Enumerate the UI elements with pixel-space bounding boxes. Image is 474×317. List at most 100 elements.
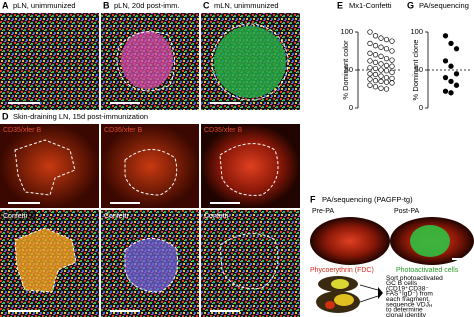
data-point bbox=[372, 84, 379, 90]
label-bg bbox=[0, 211, 36, 221]
y-tick-label: 0 bbox=[419, 103, 423, 112]
gc-outline bbox=[219, 143, 279, 196]
data-point bbox=[383, 55, 390, 62]
stain-label: CD35/xfer B bbox=[3, 127, 41, 134]
note-line: Sort photoactivated bbox=[386, 275, 443, 282]
y-tick-label: 100 bbox=[410, 27, 423, 36]
image-label: Pre-PA bbox=[312, 208, 334, 215]
gc-outline bbox=[116, 31, 175, 92]
subscript: H bbox=[429, 303, 433, 309]
panel-letter: G bbox=[407, 0, 414, 10]
data-point bbox=[448, 78, 454, 85]
panel-letter: F bbox=[310, 194, 316, 204]
data-point bbox=[383, 62, 390, 69]
data-point bbox=[378, 73, 384, 79]
data-point bbox=[442, 58, 449, 64]
legend-red: Phycoerythrin (FDC) bbox=[310, 267, 374, 274]
micrograph bbox=[0, 13, 99, 110]
note-line: (CD19⁺CD38⁻ bbox=[386, 285, 429, 292]
data-point bbox=[372, 59, 379, 66]
data-point bbox=[383, 79, 390, 85]
chart-title: Mx1-Confetti bbox=[349, 1, 392, 10]
gc-outline bbox=[219, 233, 279, 290]
photoactivated-region bbox=[410, 225, 450, 257]
stain-label: CD35/xfer B bbox=[104, 127, 142, 134]
data-point bbox=[442, 33, 449, 39]
y-axis-label: % Dominant clone bbox=[411, 40, 420, 101]
gc-outline bbox=[14, 139, 76, 196]
arrow bbox=[359, 295, 379, 303]
panel-letter: C bbox=[203, 0, 210, 10]
data-point bbox=[378, 78, 384, 85]
gc-outline bbox=[124, 238, 179, 293]
data-point bbox=[453, 82, 460, 88]
data-point bbox=[389, 63, 395, 69]
arrow bbox=[359, 284, 379, 291]
data-point bbox=[367, 76, 373, 82]
note-line: GC B cells bbox=[386, 280, 418, 287]
data-point bbox=[378, 35, 384, 41]
micrograph bbox=[101, 124, 199, 208]
note-line: clonal identity bbox=[386, 312, 427, 317]
panel-letter: E bbox=[337, 0, 343, 10]
data-point bbox=[367, 40, 373, 47]
panel-letter: D bbox=[2, 111, 9, 121]
stain-label: Confetti bbox=[104, 213, 129, 220]
fragment bbox=[334, 294, 354, 306]
data-point bbox=[372, 33, 379, 39]
stain-label: Confetti bbox=[204, 213, 229, 220]
y-tick-label: 0 bbox=[349, 103, 353, 112]
data-point bbox=[367, 58, 373, 64]
data-point bbox=[453, 46, 460, 52]
data-point bbox=[372, 65, 379, 72]
data-point bbox=[442, 88, 449, 94]
data-point bbox=[367, 50, 373, 56]
note-line: to determine bbox=[386, 307, 423, 314]
image-label: Post-PA bbox=[394, 208, 419, 215]
panel-letter: A bbox=[2, 0, 9, 10]
data-point bbox=[372, 77, 379, 84]
micrograph bbox=[201, 210, 300, 317]
data-point bbox=[383, 74, 390, 81]
gc-outline bbox=[14, 227, 77, 293]
fragment bbox=[325, 301, 335, 309]
panel-letter: B bbox=[103, 0, 110, 10]
data-point bbox=[372, 71, 379, 78]
data-point bbox=[367, 65, 373, 71]
panel-title: mLN, unimmunized bbox=[214, 1, 279, 10]
data-point bbox=[372, 52, 379, 58]
stain-label: Confetti bbox=[3, 213, 28, 220]
micrograph bbox=[0, 124, 99, 208]
data-point bbox=[367, 29, 373, 35]
clone-region bbox=[214, 26, 286, 98]
fragment bbox=[331, 279, 349, 289]
data-point bbox=[389, 38, 395, 44]
data-point bbox=[448, 63, 454, 69]
y-tick-label: 100 bbox=[340, 27, 353, 36]
clone-region bbox=[121, 31, 173, 89]
clone-region bbox=[15, 228, 76, 292]
data-point bbox=[448, 90, 454, 96]
data-point bbox=[378, 61, 384, 67]
data-point bbox=[442, 74, 449, 81]
arrowhead bbox=[378, 287, 383, 299]
data-point bbox=[383, 46, 390, 52]
chart-title: PA/sequencing bbox=[419, 1, 469, 10]
data-point bbox=[389, 48, 395, 54]
data-point bbox=[372, 43, 379, 49]
data-point bbox=[367, 82, 373, 88]
y-tick-label: 50 bbox=[415, 65, 423, 74]
data-point bbox=[367, 71, 373, 77]
note-line: sequence VDJH bbox=[386, 301, 433, 309]
micrograph bbox=[201, 124, 300, 208]
note-line: FAS⁺IgD⁻) from bbox=[386, 291, 433, 298]
data-point bbox=[383, 36, 390, 43]
data-point bbox=[389, 75, 395, 82]
gc-outline bbox=[124, 149, 178, 196]
data-point bbox=[378, 67, 384, 73]
data-point bbox=[383, 68, 390, 74]
panel-title: Skin-draining LN, 15d post-immunization bbox=[13, 112, 148, 121]
data-point bbox=[448, 40, 454, 47]
